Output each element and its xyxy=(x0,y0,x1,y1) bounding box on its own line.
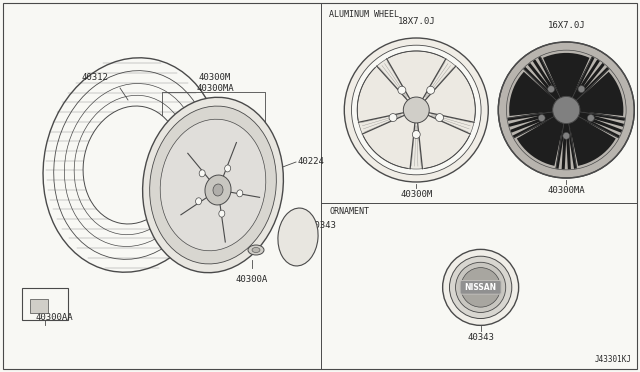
Polygon shape xyxy=(517,116,564,166)
Text: ALUMINUM WHEEL: ALUMINUM WHEEL xyxy=(329,10,399,19)
Text: 16X7.0J: 16X7.0J xyxy=(547,21,585,30)
FancyBboxPatch shape xyxy=(460,280,501,294)
Ellipse shape xyxy=(278,208,318,266)
Text: 40312: 40312 xyxy=(81,73,108,82)
Text: ORNAMENT: ORNAMENT xyxy=(329,207,369,216)
Ellipse shape xyxy=(83,106,181,224)
Text: 18X7.0J: 18X7.0J xyxy=(397,17,435,26)
Text: 40300M: 40300M xyxy=(199,73,231,82)
Ellipse shape xyxy=(205,175,231,205)
Text: 40224: 40224 xyxy=(298,157,325,167)
Polygon shape xyxy=(509,72,557,116)
Bar xyxy=(30,299,48,313)
Text: 40343: 40343 xyxy=(467,333,494,342)
Circle shape xyxy=(427,86,435,94)
Polygon shape xyxy=(543,53,589,99)
Ellipse shape xyxy=(143,97,284,273)
Ellipse shape xyxy=(225,165,230,172)
Circle shape xyxy=(553,96,580,124)
Ellipse shape xyxy=(150,106,276,264)
Ellipse shape xyxy=(160,119,266,251)
Polygon shape xyxy=(575,72,623,116)
Circle shape xyxy=(548,86,554,93)
Text: 40300MA: 40300MA xyxy=(196,84,234,93)
Polygon shape xyxy=(569,116,616,166)
Circle shape xyxy=(389,113,397,122)
Ellipse shape xyxy=(248,245,264,255)
Text: 40300M: 40300M xyxy=(400,190,433,199)
Ellipse shape xyxy=(199,170,205,177)
Ellipse shape xyxy=(196,198,202,205)
Circle shape xyxy=(538,115,545,121)
Circle shape xyxy=(344,38,488,182)
Circle shape xyxy=(588,115,595,121)
Circle shape xyxy=(403,97,429,123)
Ellipse shape xyxy=(237,190,243,197)
Text: 40300AA: 40300AA xyxy=(35,313,72,322)
Circle shape xyxy=(499,42,634,178)
Circle shape xyxy=(563,132,570,139)
Circle shape xyxy=(578,86,585,93)
Circle shape xyxy=(436,113,444,122)
Text: NISSAN: NISSAN xyxy=(465,283,497,292)
Circle shape xyxy=(461,267,500,307)
Circle shape xyxy=(456,262,506,312)
Text: 40300MA: 40300MA xyxy=(547,186,585,195)
Text: 40343: 40343 xyxy=(310,221,337,230)
Circle shape xyxy=(357,51,476,169)
Bar xyxy=(22,288,68,320)
Text: 40300A: 40300A xyxy=(236,275,268,284)
Text: J43301KJ: J43301KJ xyxy=(595,355,632,364)
Circle shape xyxy=(443,249,518,326)
Circle shape xyxy=(398,86,406,94)
Ellipse shape xyxy=(252,247,260,253)
Circle shape xyxy=(449,256,512,318)
Circle shape xyxy=(351,45,481,175)
Ellipse shape xyxy=(213,184,223,196)
Ellipse shape xyxy=(219,210,225,217)
Circle shape xyxy=(412,131,420,138)
